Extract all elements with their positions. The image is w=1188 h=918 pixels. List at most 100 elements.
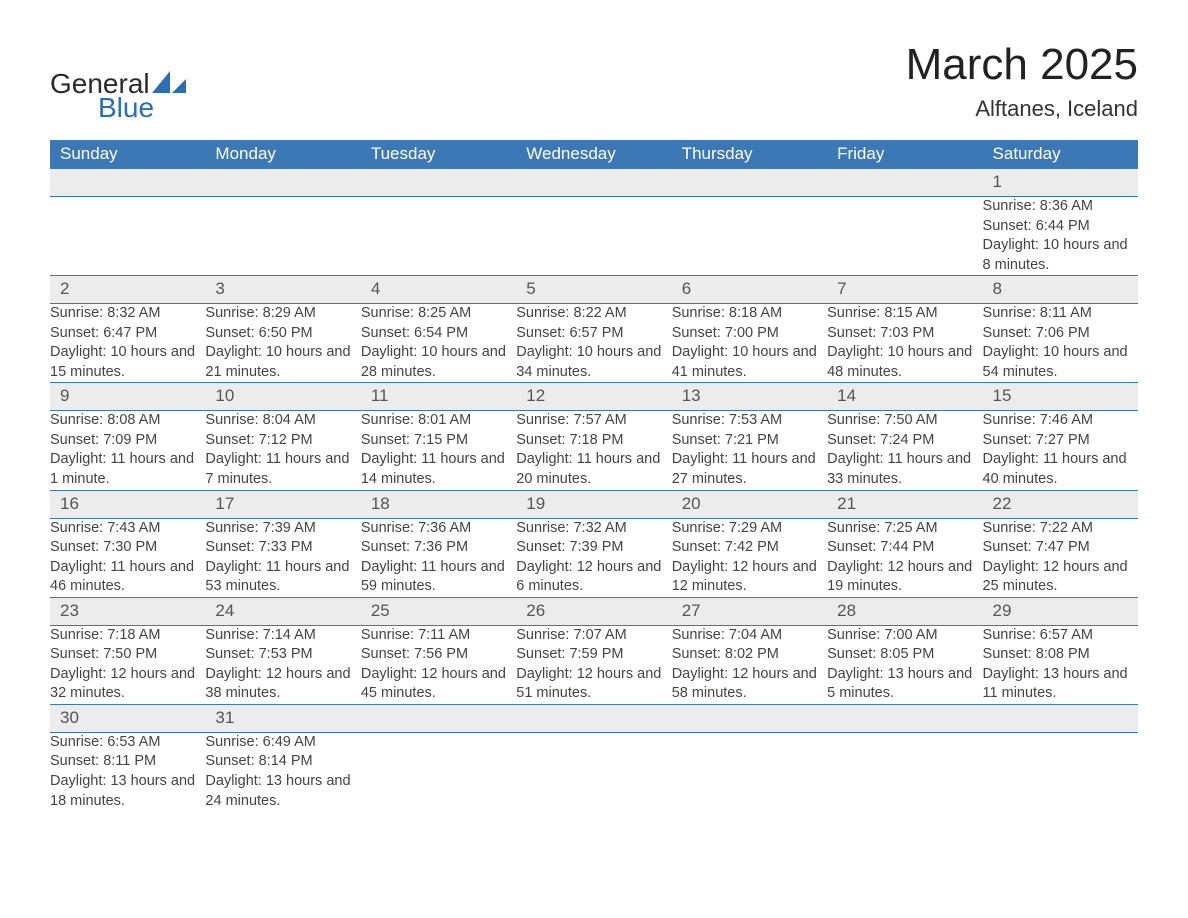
daylight-text: Daylight: 11 hours and 53 minutes. [205,558,360,597]
day-number: 20 [672,490,827,518]
day-number: 22 [983,490,1138,518]
day-number: 30 [50,704,205,732]
sunset-text: Sunset: 7:50 PM [50,645,205,665]
day-number: 6 [672,276,827,304]
daylight-text: Daylight: 11 hours and 14 minutes. [361,450,516,489]
brand-blue: Blue [98,94,186,122]
sunset-text: Sunset: 6:50 PM [205,324,360,344]
day-number: 27 [672,597,827,625]
day-number [672,169,827,197]
day-cell: Sunrise: 7:50 AMSunset: 7:24 PMDaylight:… [827,411,982,490]
sunset-text: Sunset: 7:53 PM [205,645,360,665]
daylight-text: Daylight: 13 hours and 24 minutes. [205,772,360,811]
day-number-row: 1 [50,169,1138,197]
day-number: 13 [672,383,827,411]
day-number-row: 23242526272829 [50,597,1138,625]
sunrise-text: Sunrise: 7:22 AM [983,519,1138,539]
day-number: 19 [516,490,671,518]
sunrise-text: Sunrise: 8:18 AM [672,304,827,324]
sunrise-text: Sunrise: 8:11 AM [983,304,1138,324]
sunset-text: Sunset: 7:09 PM [50,431,205,451]
day-detail-row: Sunrise: 8:32 AMSunset: 6:47 PMDaylight:… [50,304,1138,383]
sunrise-text: Sunrise: 8:15 AM [827,304,982,324]
month-title: March 2025 [906,40,1138,90]
day-detail-row: Sunrise: 7:18 AMSunset: 7:50 PMDaylight:… [50,625,1138,704]
day-detail-row: Sunrise: 6:53 AMSunset: 8:11 PMDaylight:… [50,732,1138,811]
day-cell: Sunrise: 7:32 AMSunset: 7:39 PMDaylight:… [516,518,671,597]
sunrise-text: Sunrise: 7:04 AM [672,626,827,646]
day-cell [50,196,205,275]
daylight-text: Daylight: 12 hours and 6 minutes. [516,558,671,597]
day-cell: Sunrise: 8:08 AMSunset: 7:09 PMDaylight:… [50,411,205,490]
day-number [50,169,205,197]
weekday-header: Thursday [672,140,827,169]
day-number: 24 [205,597,360,625]
sunrise-text: Sunrise: 8:04 AM [205,411,360,431]
day-cell [205,196,360,275]
day-number: 14 [827,383,982,411]
daylight-text: Daylight: 10 hours and 8 minutes. [983,236,1138,275]
day-number [361,169,516,197]
day-cell: Sunrise: 8:22 AMSunset: 6:57 PMDaylight:… [516,304,671,383]
sunset-text: Sunset: 7:03 PM [827,324,982,344]
sunrise-text: Sunrise: 7:46 AM [983,411,1138,431]
daylight-text: Daylight: 10 hours and 41 minutes. [672,343,827,382]
day-number [983,704,1138,732]
day-number: 28 [827,597,982,625]
day-number [361,704,516,732]
day-number: 3 [205,276,360,304]
sunset-text: Sunset: 7:59 PM [516,645,671,665]
day-cell: Sunrise: 8:32 AMSunset: 6:47 PMDaylight:… [50,304,205,383]
sunrise-text: Sunrise: 8:25 AM [361,304,516,324]
day-number [672,704,827,732]
daylight-text: Daylight: 12 hours and 19 minutes. [827,558,982,597]
sunrise-text: Sunrise: 8:36 AM [983,197,1138,217]
day-number: 21 [827,490,982,518]
daylight-text: Daylight: 10 hours and 28 minutes. [361,343,516,382]
day-cell: Sunrise: 8:29 AMSunset: 6:50 PMDaylight:… [205,304,360,383]
sunrise-text: Sunrise: 7:00 AM [827,626,982,646]
sunrise-text: Sunrise: 7:14 AM [205,626,360,646]
sunrise-text: Sunrise: 6:49 AM [205,733,360,753]
day-cell: Sunrise: 8:36 AMSunset: 6:44 PMDaylight:… [983,196,1138,275]
sunset-text: Sunset: 7:36 PM [361,538,516,558]
day-cell: Sunrise: 7:46 AMSunset: 7:27 PMDaylight:… [983,411,1138,490]
day-number: 7 [827,276,982,304]
day-cell: Sunrise: 7:29 AMSunset: 7:42 PMDaylight:… [672,518,827,597]
day-detail-row: Sunrise: 8:08 AMSunset: 7:09 PMDaylight:… [50,411,1138,490]
sunrise-text: Sunrise: 7:39 AM [205,519,360,539]
day-number: 5 [516,276,671,304]
day-cell: Sunrise: 7:07 AMSunset: 7:59 PMDaylight:… [516,625,671,704]
weekday-header: Friday [827,140,982,169]
sunrise-text: Sunrise: 8:32 AM [50,304,205,324]
day-cell [516,732,671,811]
day-cell: Sunrise: 7:04 AMSunset: 8:02 PMDaylight:… [672,625,827,704]
day-cell [672,732,827,811]
day-number-row: 9101112131415 [50,383,1138,411]
day-number: 10 [205,383,360,411]
sunset-text: Sunset: 7:39 PM [516,538,671,558]
day-number: 25 [361,597,516,625]
day-number [827,704,982,732]
page-header: General Blue March 2025 Alftanes, Icelan… [50,40,1138,122]
day-detail-row: Sunrise: 7:43 AMSunset: 7:30 PMDaylight:… [50,518,1138,597]
day-cell: Sunrise: 8:18 AMSunset: 7:00 PMDaylight:… [672,304,827,383]
day-number [516,704,671,732]
day-number: 8 [983,276,1138,304]
weekday-header: Monday [205,140,360,169]
daylight-text: Daylight: 13 hours and 11 minutes. [983,665,1138,704]
daylight-text: Daylight: 11 hours and 7 minutes. [205,450,360,489]
sunset-text: Sunset: 7:12 PM [205,431,360,451]
daylight-text: Daylight: 11 hours and 40 minutes. [983,450,1138,489]
day-cell: Sunrise: 7:53 AMSunset: 7:21 PMDaylight:… [672,411,827,490]
day-number: 15 [983,383,1138,411]
sunrise-text: Sunrise: 7:53 AM [672,411,827,431]
sunrise-text: Sunrise: 6:53 AM [50,733,205,753]
day-cell: Sunrise: 7:39 AMSunset: 7:33 PMDaylight:… [205,518,360,597]
daylight-text: Daylight: 12 hours and 38 minutes. [205,665,360,704]
day-number: 1 [983,169,1138,197]
day-cell [983,732,1138,811]
day-number: 17 [205,490,360,518]
weekday-header: Wednesday [516,140,671,169]
day-cell [361,196,516,275]
